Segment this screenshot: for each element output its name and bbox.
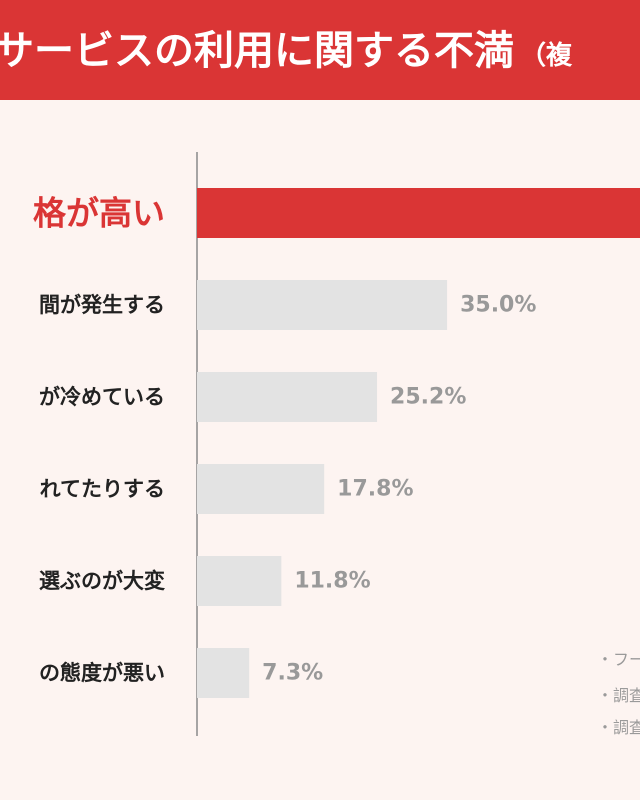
bar-6 xyxy=(197,648,250,698)
footnote-3: ・調査 xyxy=(597,718,640,737)
footnote-1: ・フー xyxy=(597,650,640,669)
page-title: サービスの利用に関する不満 （複 xyxy=(0,26,572,81)
value-label-4: 17.8% xyxy=(337,477,413,502)
bar-2 xyxy=(197,280,448,330)
page-title-text: サービスの利用に関する不満 xyxy=(0,28,514,74)
header-banner: サービスの利用に関する不満 （複 xyxy=(0,0,640,100)
category-label-2: 間が発生する xyxy=(39,293,165,317)
value-label-6: 7.3% xyxy=(262,661,323,686)
category-label-3: が冷めている xyxy=(39,385,165,409)
footnote-2: ・調査 xyxy=(597,686,640,705)
category-label-6: の態度が悪い xyxy=(39,661,165,685)
bar-5 xyxy=(197,556,282,606)
bar-1 xyxy=(197,188,640,238)
bar-3 xyxy=(197,372,378,422)
category-label-4: れてたりする xyxy=(40,477,165,501)
bar-4 xyxy=(197,464,325,514)
category-label-1: 格が高い xyxy=(33,194,165,233)
value-label-2: 35.0% xyxy=(460,293,536,318)
page-subtitle: （複 xyxy=(520,41,573,71)
value-label-5: 11.8% xyxy=(294,569,370,594)
category-label-5: 選ぶのが大変 xyxy=(39,569,165,593)
value-label-3: 25.2% xyxy=(390,385,466,410)
